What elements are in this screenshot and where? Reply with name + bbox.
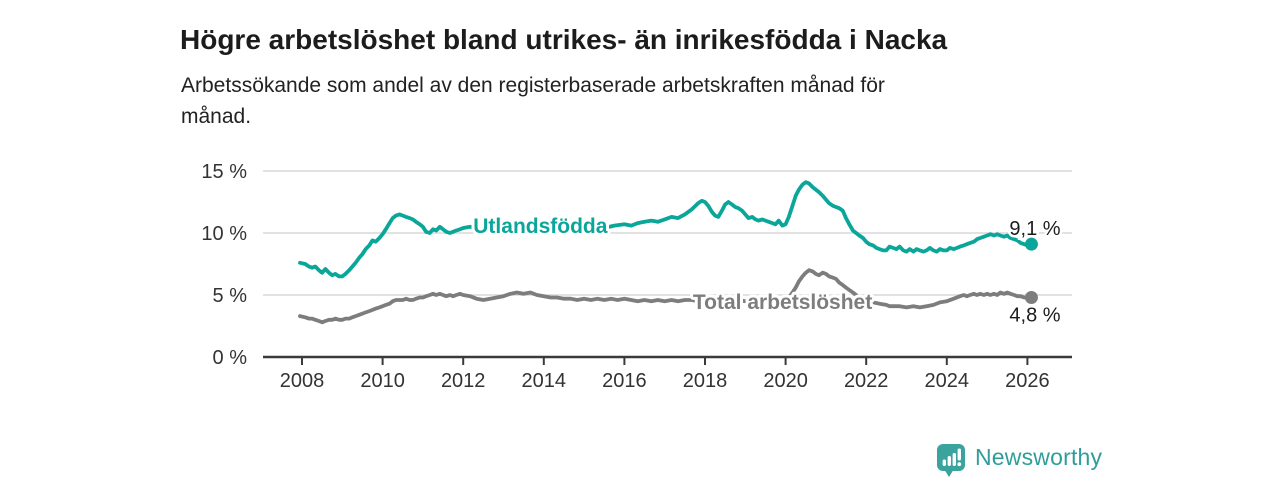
y-axis-label: 0 % xyxy=(213,347,248,369)
series-label-utlandsfodda: Utlandsfödda xyxy=(473,215,607,238)
y-axis-label: 5 % xyxy=(213,285,248,307)
end-value-label-utlandsfodda: 9,1 % xyxy=(1009,218,1060,240)
x-axis-label: 2018 xyxy=(683,370,728,392)
y-axis-label: 10 % xyxy=(201,223,247,245)
newsworthy-logo: Newsworthy xyxy=(936,443,1102,477)
x-axis-label: 2020 xyxy=(763,370,808,392)
x-axis-label: 2008 xyxy=(280,370,325,392)
series-line-utlandsfodda xyxy=(298,180,1034,279)
subtitle-line-2: månad. xyxy=(181,105,252,128)
series-line-total xyxy=(298,268,1034,325)
series-label-total: Total arbetslöshet xyxy=(693,291,872,314)
x-axis-label: 2014 xyxy=(522,370,567,392)
page-subtitle: Arbetssökande som andel av den registerb… xyxy=(181,70,1051,132)
page-title: Högre arbetslöshet bland utrikes- än inr… xyxy=(180,23,948,55)
y-axis-label: 15 % xyxy=(201,161,247,183)
x-axis-label: 2012 xyxy=(441,370,486,392)
x-axis-label: 2022 xyxy=(844,370,889,392)
x-axis-label: 2016 xyxy=(602,370,647,392)
end-value-label-total: 4,8 % xyxy=(1009,304,1060,326)
brand-name: Newsworthy xyxy=(975,444,1103,470)
newsworthy-chart-bubble-icon xyxy=(937,444,965,477)
x-axis-label: 2026 xyxy=(1005,370,1050,392)
x-axis-label: 2010 xyxy=(360,370,405,392)
end-dot-utlandsfodda xyxy=(1024,237,1038,251)
x-axis-label: 2024 xyxy=(925,370,970,392)
subtitle-line-1: Arbetssökande som andel av den registerb… xyxy=(181,74,885,97)
end-dot-total xyxy=(1024,290,1038,304)
